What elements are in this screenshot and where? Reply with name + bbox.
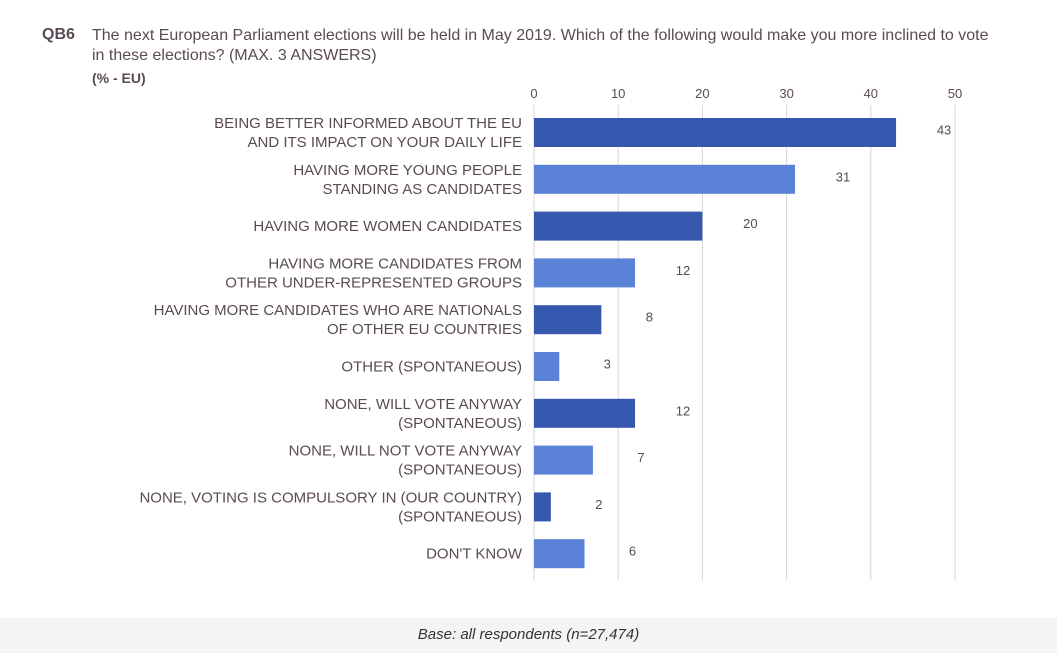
value-label: 43	[937, 123, 951, 138]
category-label: HAVING MORE CANDIDATES FROM OTHER UNDER-R…	[225, 255, 522, 291]
value-label: 2	[595, 497, 602, 512]
category-label: NONE, VOTING IS COMPULSORY IN (OUR COUNT…	[139, 489, 522, 525]
bars	[534, 118, 897, 569]
tick-label: 30	[779, 86, 793, 101]
bar	[534, 352, 560, 381]
tick-label: 20	[695, 86, 709, 101]
bar	[534, 118, 897, 147]
tick-label: 50	[948, 86, 962, 101]
category-label: BEING BETTER INFORMED ABOUT THE EU AND IT…	[214, 115, 522, 151]
unit-label: (% - EU)	[92, 70, 146, 86]
bar	[534, 539, 585, 569]
bar	[534, 492, 551, 522]
category-label: DON'T KNOW	[426, 546, 523, 563]
axis-ticks: 0 10 20 30 40 50	[530, 86, 962, 101]
question-code: QB6	[42, 26, 75, 43]
bar	[534, 211, 703, 241]
category-label: OTHER (SPONTANEOUS)	[341, 359, 522, 376]
footer-band	[0, 618, 1057, 653]
question-text: The next European Parliament elections w…	[92, 27, 989, 64]
category-label: NONE, WILL VOTE ANYWAY (SPONTANEOUS)	[324, 396, 522, 432]
tick-label: 0	[530, 86, 537, 101]
value-label: 12	[676, 403, 690, 418]
value-label: 6	[629, 544, 636, 559]
bar	[534, 164, 796, 194]
category-label: HAVING MORE CANDIDATES WHO ARE NATIONALS…	[154, 302, 522, 338]
tick-label: 10	[611, 86, 625, 101]
value-label: 31	[836, 169, 850, 184]
category-label: NONE, WILL NOT VOTE ANYWAY (SPONTANEOUS)	[289, 443, 522, 479]
category-label: HAVING MORE WOMEN CANDIDATES	[253, 218, 522, 235]
value-label: 7	[637, 450, 644, 465]
value-label: 20	[743, 216, 757, 231]
value-label: 3	[604, 357, 611, 372]
tick-label: 40	[864, 86, 878, 101]
base-footnote: Base: all respondents (n=27,474)	[417, 626, 640, 643]
bar	[534, 445, 593, 475]
value-labels: 43 31 20 12 8 3 12 7 2 6	[595, 123, 951, 559]
bar	[534, 398, 636, 428]
bar	[534, 258, 636, 288]
bar-chart: 0 10 20 30 40 50 BEING BETTER INFORMED ABOUT …	[139, 86, 962, 580]
bar	[534, 305, 602, 335]
category-label: HAVING MORE YOUNG PEOPLE STANDING AS CAND…	[293, 162, 522, 198]
value-label: 12	[676, 263, 690, 278]
category-labels: BEING BETTER INFORMED ABOUT THE EU AND IT…	[139, 115, 522, 563]
value-label: 8	[646, 310, 653, 325]
